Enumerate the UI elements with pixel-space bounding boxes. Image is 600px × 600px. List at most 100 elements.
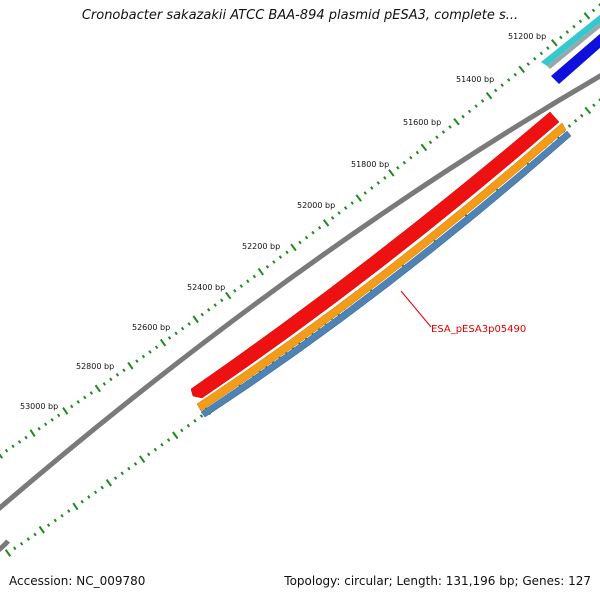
- ruler-tick: [257, 267, 265, 276]
- ruler-tick: [147, 452, 151, 457]
- ruler-tick: [591, 8, 596, 13]
- ruler-tick: [133, 462, 138, 466]
- ruler-tick: [539, 51, 544, 56]
- ruler-tick: [396, 166, 400, 170]
- ruler-tick: [448, 125, 452, 129]
- ruler-tick: [467, 109, 472, 114]
- ruler-tick: [0, 453, 4, 459]
- ruler-tick: [551, 39, 558, 47]
- ruler-tick: [200, 312, 204, 317]
- ruler-tick: [109, 377, 113, 382]
- ruler-tick: [507, 78, 511, 82]
- ruler-labels: 51200 bp 51400 bp 51600 bp 51800 bp 5200…: [20, 32, 546, 411]
- ruler-label: 52800 bp: [76, 362, 114, 371]
- feature-gene-blue[interactable]: [551, 33, 600, 84]
- ruler-tick: [4, 448, 9, 453]
- ruler-tick: [186, 423, 191, 428]
- map-title: Cronobacter sakazakii ATCC BAA-894 plasm…: [81, 8, 519, 23]
- ruler-tick: [567, 124, 572, 128]
- outer-ruler-ticks: [0, 3, 600, 459]
- ruler-tick: [573, 119, 578, 123]
- ruler-label: 51200 bp: [508, 32, 546, 41]
- ruler-tick: [213, 303, 217, 307]
- accession-text: Accession: NC_009780: [9, 574, 146, 588]
- ruler-tick: [474, 104, 478, 108]
- ruler-tick: [355, 194, 362, 202]
- genome-backbone-inner: [0, 539, 10, 553]
- ruler-tick: [579, 113, 584, 118]
- ruler-tick: [526, 62, 530, 66]
- ruler-label: 52400 bp: [187, 283, 225, 292]
- ruler-tick: [480, 99, 485, 103]
- ruler-tick: [100, 485, 104, 490]
- ruler-tick: [102, 382, 107, 386]
- ruler-label: 51600 bp: [403, 118, 441, 127]
- ruler-tick: [192, 315, 199, 324]
- ruler-tick: [80, 499, 84, 504]
- ruler-tick: [461, 114, 465, 119]
- ruler-tick: [584, 106, 592, 115]
- ruler-tick: [141, 354, 146, 359]
- ruler-tick: [127, 361, 134, 370]
- ruler-label: 52200 bp: [242, 242, 280, 251]
- ruler-tick: [138, 455, 146, 463]
- gene-feature-bar[interactable]: [190, 111, 560, 399]
- ruler-tick: [38, 525, 45, 534]
- ruler-tick: [56, 413, 61, 418]
- ruler-tick: [26, 537, 31, 541]
- ruler-tick: [252, 274, 257, 279]
- ruler-tick: [583, 12, 591, 20]
- ruler-tick: [388, 169, 395, 177]
- ruler-tick: [592, 103, 596, 108]
- ruler-tick: [290, 243, 297, 252]
- cds-feature-bar[interactable]: [196, 122, 567, 412]
- ruler-tick: [153, 447, 158, 452]
- ruler-tick: [383, 176, 387, 180]
- ruler-tick: [402, 160, 407, 165]
- genome-backbone: [0, 73, 600, 512]
- ruler-tick: [17, 440, 22, 444]
- ruler-tick: [225, 291, 232, 300]
- ruler-tick: [376, 181, 380, 185]
- ruler-tick: [193, 419, 197, 423]
- mrna-feature-bar[interactable]: [200, 130, 572, 418]
- feature-cds-cyan[interactable]: [541, 14, 600, 66]
- ruler-tick: [559, 35, 563, 40]
- ruler-tick: [94, 384, 101, 393]
- ruler-tick: [420, 143, 428, 152]
- ruler-tick: [72, 502, 79, 511]
- ruler-tick: [159, 338, 167, 347]
- ruler-tick: [285, 250, 289, 255]
- ruler-tick: [453, 117, 460, 126]
- ruler-tick: [207, 308, 211, 312]
- ruler-tick: [160, 443, 164, 447]
- ruler-tick: [370, 186, 374, 190]
- ruler-tick: [4, 549, 12, 557]
- ruler-tick: [578, 19, 583, 24]
- ruler-tick: [565, 30, 570, 34]
- ruler-tick: [265, 265, 270, 269]
- feature-label[interactable]: ESA_pESA3p05490: [431, 324, 526, 335]
- ruler-tick: [233, 289, 237, 293]
- ruler-tick: [76, 400, 80, 404]
- ruler-tick: [46, 523, 51, 527]
- ruler-tick: [13, 546, 17, 551]
- ruler-tick: [154, 345, 159, 350]
- ruler-tick: [148, 350, 152, 354]
- ruler-tick: [598, 3, 600, 7]
- ruler-tick: [441, 130, 446, 134]
- ruler-tick: [513, 72, 517, 77]
- ruler-tick: [24, 435, 28, 440]
- ruler-tick: [435, 135, 439, 140]
- ruler-tick: [93, 490, 98, 495]
- ruler-tick: [105, 479, 113, 487]
- ruler-tick: [428, 140, 433, 145]
- ruler-tick: [546, 46, 550, 50]
- ruler-tick: [317, 226, 322, 230]
- ruler-tick: [298, 240, 302, 245]
- ruler-tick: [83, 395, 87, 400]
- ruler-label: 51400 bp: [456, 75, 494, 84]
- ruler-tick: [50, 418, 54, 422]
- ruler-tick: [172, 431, 179, 440]
